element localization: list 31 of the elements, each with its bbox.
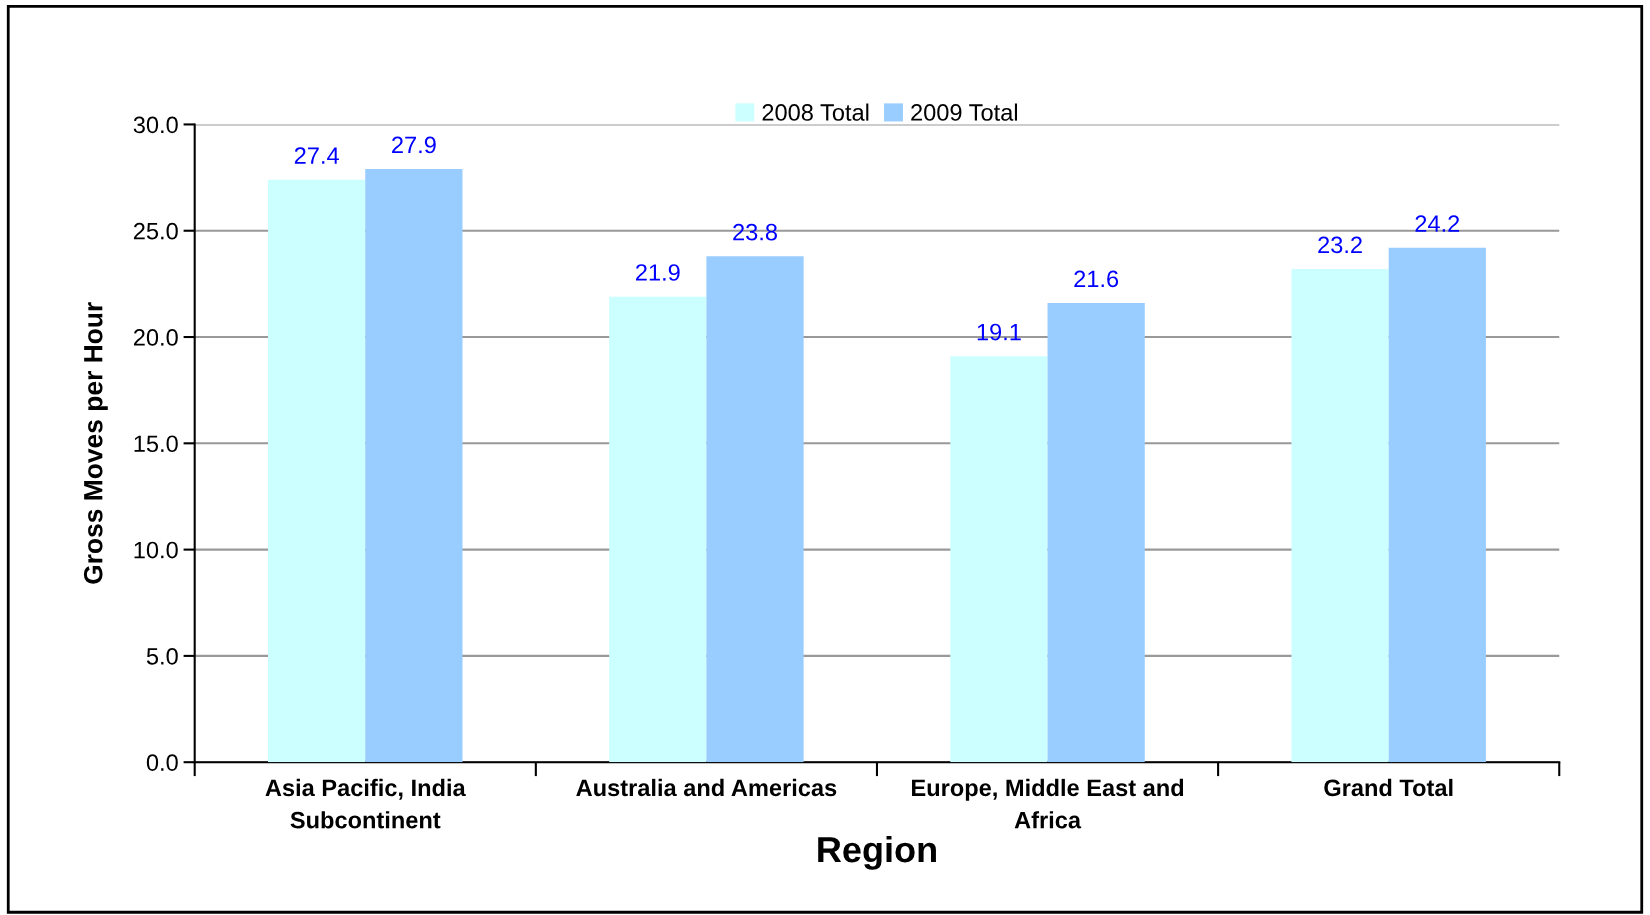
y-tick-label: 0.0	[146, 754, 178, 771]
y-tick-label: 25.0	[133, 222, 178, 240]
data-label: 23.2	[1318, 236, 1362, 254]
legend-label: 2009 Total	[911, 103, 1017, 121]
bar	[950, 356, 1048, 763]
y-tick-label: 30.0	[133, 116, 178, 134]
bar	[609, 296, 707, 763]
bar	[1291, 269, 1389, 763]
x-tick-label: Grand Total	[1324, 778, 1453, 797]
y-tick-label: 5.0	[146, 647, 178, 665]
y-tick-label: 10.0	[134, 541, 178, 559]
data-label: 24.2	[1415, 215, 1460, 232]
bar	[1388, 247, 1486, 763]
bar	[365, 169, 463, 763]
bar	[268, 179, 366, 763]
y-axis-title: Gross Moves per Hour	[83, 302, 108, 584]
data-label: 27.9	[392, 136, 436, 154]
data-label: 27.4	[294, 147, 339, 164]
data-label: 23.8	[733, 223, 777, 241]
x-axis-title: Region	[818, 835, 936, 870]
y-tick-label: 20.0	[133, 329, 178, 346]
y-tick-label: 15.0	[134, 435, 178, 453]
x-tick-label: Asia Pacific, India Subcontinent	[265, 778, 466, 829]
x-tick-label: Europe, Middle East and Africa	[912, 778, 1184, 829]
data-label: 19.1	[977, 323, 1021, 341]
legend-label: 2008 Total	[762, 103, 869, 121]
bar	[1047, 303, 1145, 763]
bar	[706, 256, 804, 763]
data-label: 21.9	[636, 264, 680, 281]
x-tick-label: Australia and Americas	[576, 778, 837, 797]
data-label: 21.6	[1074, 270, 1119, 288]
